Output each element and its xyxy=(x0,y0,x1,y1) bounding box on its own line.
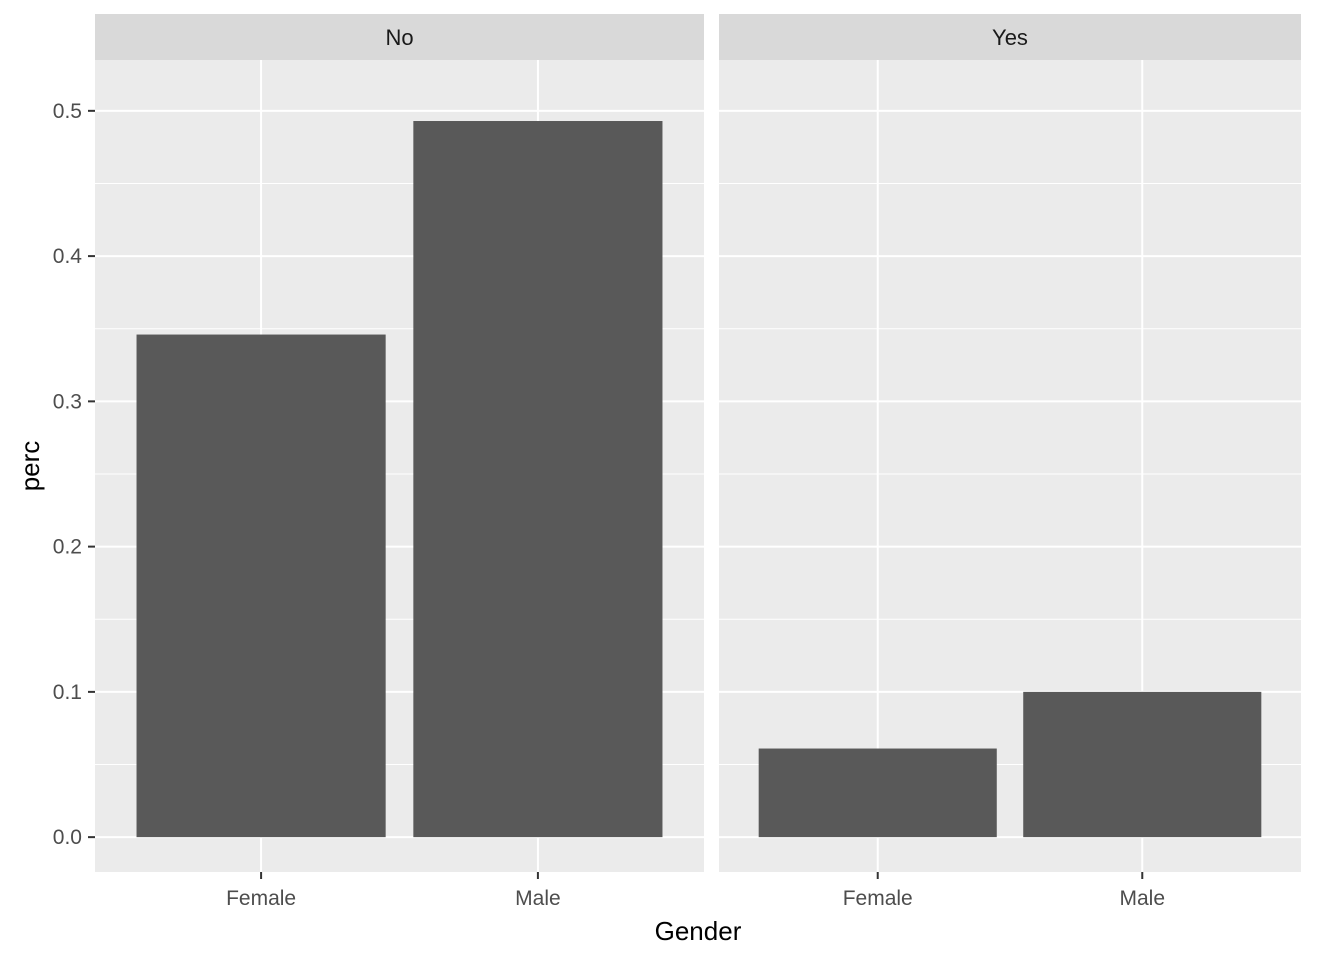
facet-strip xyxy=(719,14,1301,60)
y-tick-label: 0.2 xyxy=(53,536,82,559)
facet-panels: No Female Male Yes Female Male xyxy=(95,14,1301,910)
facet-panel-no: No Female Male xyxy=(95,14,704,910)
bar-yes-male xyxy=(1023,691,1262,838)
x-tick-label: Female xyxy=(843,887,913,910)
y-tick-label: 0.3 xyxy=(53,390,82,413)
y-tick-label: 0.4 xyxy=(53,245,83,268)
facet-strip-label: No xyxy=(385,25,413,50)
bar-no-female xyxy=(136,334,386,838)
x-axis-title: Gender xyxy=(655,916,742,946)
y-tick-label: 0.0 xyxy=(53,826,82,849)
bar-yes-female xyxy=(758,748,997,838)
y-axis: 0.0 0.1 0.2 0.3 0.4 0.5 xyxy=(53,100,95,849)
x-tick-label: Female xyxy=(226,887,296,910)
y-tick-label: 0.5 xyxy=(53,100,82,123)
bar-no-male xyxy=(413,121,663,838)
y-tick-label: 0.1 xyxy=(53,681,82,704)
x-tick-label: Male xyxy=(1120,887,1166,910)
facet-strip xyxy=(95,14,704,60)
facet-panel-yes: Yes Female Male xyxy=(719,14,1301,910)
x-tick-label: Male xyxy=(515,887,561,910)
y-axis-title: perc xyxy=(15,441,45,492)
facet-strip-label: Yes xyxy=(992,25,1028,50)
